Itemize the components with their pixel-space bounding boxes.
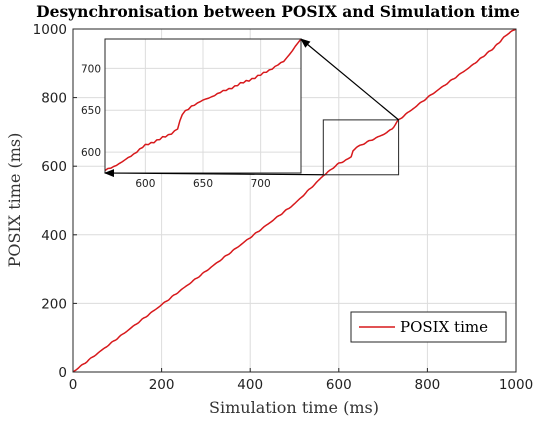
legend: POSIX time — [350, 311, 507, 343]
inset-series-line-posix-time — [105, 39, 301, 172]
legend-label: POSIX time — [400, 318, 488, 336]
inset-series-group — [105, 39, 301, 172]
inset-y-tick-label: 600 — [81, 147, 101, 159]
y-tick-label: 1000 — [33, 22, 67, 38]
inset-x-tick-label: 650 — [193, 178, 213, 190]
zoom-arrow-top — [300, 38, 399, 121]
inset-x-tick-label: 600 — [135, 178, 155, 190]
y-tick-label: 600 — [41, 159, 67, 175]
y-tick-label: 200 — [41, 296, 67, 312]
y-axis-label: POSIX time (ms) — [5, 133, 24, 268]
inset-y-tick-label: 650 — [81, 105, 101, 117]
x-tick-label: 400 — [237, 377, 263, 393]
inset-tick-labels: 600 650 700 600 650 700 — [81, 63, 271, 190]
zoom-region-box — [322, 119, 400, 176]
plot-frame — [72, 28, 517, 373]
inset-frame — [104, 38, 302, 174]
x-tick-label: 800 — [415, 377, 441, 393]
chart-title: Desynchronisation between POSIX and Simu… — [36, 2, 520, 21]
main-series-group — [73, 29, 516, 372]
series-line-posix-time — [73, 29, 516, 372]
x-tick-label: 600 — [326, 377, 352, 393]
x-tick-label: 200 — [149, 377, 175, 393]
inset-x-tick-label: 700 — [251, 178, 271, 190]
y-tick-label: 800 — [41, 91, 67, 107]
zoom-arrow-bottom — [104, 169, 324, 178]
y-tick-label: 400 — [41, 228, 67, 244]
x-tick-label: 1000 — [499, 377, 533, 393]
inset-y-tick-label: 700 — [81, 63, 101, 75]
main-tick-labels: 0 200 400 600 800 1000 0 200 400 600 800 1000 — [33, 22, 534, 393]
x-tick-label: 0 — [69, 377, 78, 393]
x-axis-label: Simulation time (ms) — [209, 398, 379, 417]
y-tick-label: 0 — [58, 365, 67, 381]
